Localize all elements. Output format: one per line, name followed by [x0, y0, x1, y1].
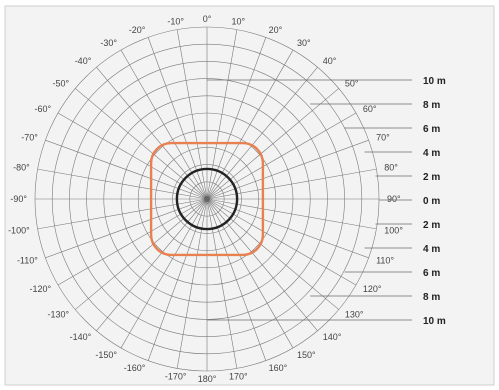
distance-label: 2 m — [423, 220, 440, 231]
angle-label: -10° — [167, 17, 184, 27]
grid-spoke — [206, 198, 357, 286]
angle-label: 0° — [203, 14, 212, 24]
angle-label: -150° — [95, 350, 117, 360]
grid-spoke — [96, 198, 208, 331]
distance-scale: 10 m 8 m 6 m 4 m 2 m 0 m 2 m 4 m 6 m 8 m 10 m — [207, 76, 446, 327]
angle-label: 90° — [387, 194, 401, 204]
angle-label: 150° — [297, 350, 316, 360]
coverage-zones — [149, 141, 265, 257]
grid-spoke — [206, 67, 318, 200]
angle-label: -170° — [165, 371, 187, 381]
polar-grid — [34, 26, 380, 372]
grid-spoke — [120, 198, 208, 349]
grid-spoke — [75, 88, 208, 200]
angle-label: 110° — [376, 256, 394, 266]
angle-label: 50° — [345, 78, 359, 88]
distance-label: 0 m — [423, 196, 440, 207]
grid-spoke — [206, 198, 369, 259]
grid-spoke — [57, 112, 208, 200]
grid-spoke — [206, 198, 318, 331]
grid-spoke — [37, 168, 208, 200]
angle-label: -100° — [8, 225, 30, 235]
distance-label: 10 m — [423, 316, 446, 327]
grid-spoke — [206, 49, 294, 200]
angle-label: 20° — [269, 25, 283, 35]
distance-label: 8 m — [423, 100, 440, 111]
grid-spoke — [37, 198, 208, 230]
distance-label: 2 m — [423, 172, 440, 183]
grid-spoke — [75, 198, 208, 310]
angle-label: -110° — [17, 256, 38, 266]
angle-label: 180° — [198, 374, 217, 384]
grid-spoke — [176, 198, 208, 369]
angle-label: -70° — [21, 132, 38, 142]
distance-label: 6 m — [423, 124, 440, 135]
angle-label: 30° — [297, 38, 311, 48]
angle-label: 40° — [323, 56, 337, 66]
angle-label: 60° — [363, 104, 377, 114]
grid-spoke — [206, 88, 339, 200]
distance-label: 4 m — [423, 244, 440, 255]
grid-spoke — [45, 139, 208, 200]
angle-label: -20° — [129, 25, 146, 35]
grid-spoke — [147, 37, 208, 200]
angle-label: 80° — [384, 163, 398, 173]
angle-label: -80° — [13, 163, 30, 173]
angle-label: -50° — [52, 78, 69, 88]
angle-label: 160° — [269, 363, 288, 373]
grid-spoke — [206, 198, 377, 230]
inner-zone — [175, 167, 239, 231]
angle-label: 70° — [376, 132, 390, 142]
angle-label: 170° — [229, 371, 248, 381]
grid-spoke — [45, 198, 208, 259]
grid-spoke — [176, 29, 208, 200]
angle-labels: 0° 10° 20° 30° 40° 50° 60° 70° 80° 90° 100° 110° 120… — [8, 14, 403, 384]
grid-spoke — [206, 139, 369, 200]
angle-label: -60° — [34, 104, 51, 114]
grid-spoke — [147, 198, 208, 361]
grid-spoke — [206, 37, 267, 200]
angle-label: 130° — [345, 310, 364, 320]
grid-spoke — [206, 168, 377, 200]
grid-spoke — [206, 198, 339, 310]
angle-label: -130° — [47, 310, 69, 320]
grid-spoke — [96, 67, 208, 200]
grid-spoke — [206, 198, 294, 349]
grid-spoke — [206, 29, 238, 200]
angle-label: -140° — [70, 332, 92, 342]
angle-label: -30° — [100, 38, 117, 48]
outer-zone — [149, 141, 265, 257]
angle-label: 100° — [384, 225, 403, 235]
angle-label: -120° — [29, 284, 51, 294]
grid-spoke — [57, 198, 208, 286]
angle-label: 10° — [231, 17, 245, 27]
angle-label: -160° — [124, 363, 146, 373]
angle-label: 140° — [323, 332, 342, 342]
distance-label: 4 m — [423, 148, 440, 159]
grid-spoke — [206, 198, 267, 361]
angle-label: -90° — [10, 194, 27, 204]
angle-label: 120° — [363, 284, 382, 294]
distance-label: 10 m — [423, 76, 446, 87]
origin-point — [204, 196, 210, 202]
grid-spoke — [120, 49, 208, 200]
angle-label: -40° — [75, 56, 92, 66]
distance-label: 8 m — [423, 292, 440, 303]
distance-label: 6 m — [423, 268, 440, 279]
grid-spoke — [206, 198, 238, 369]
grid-spoke — [206, 112, 357, 200]
